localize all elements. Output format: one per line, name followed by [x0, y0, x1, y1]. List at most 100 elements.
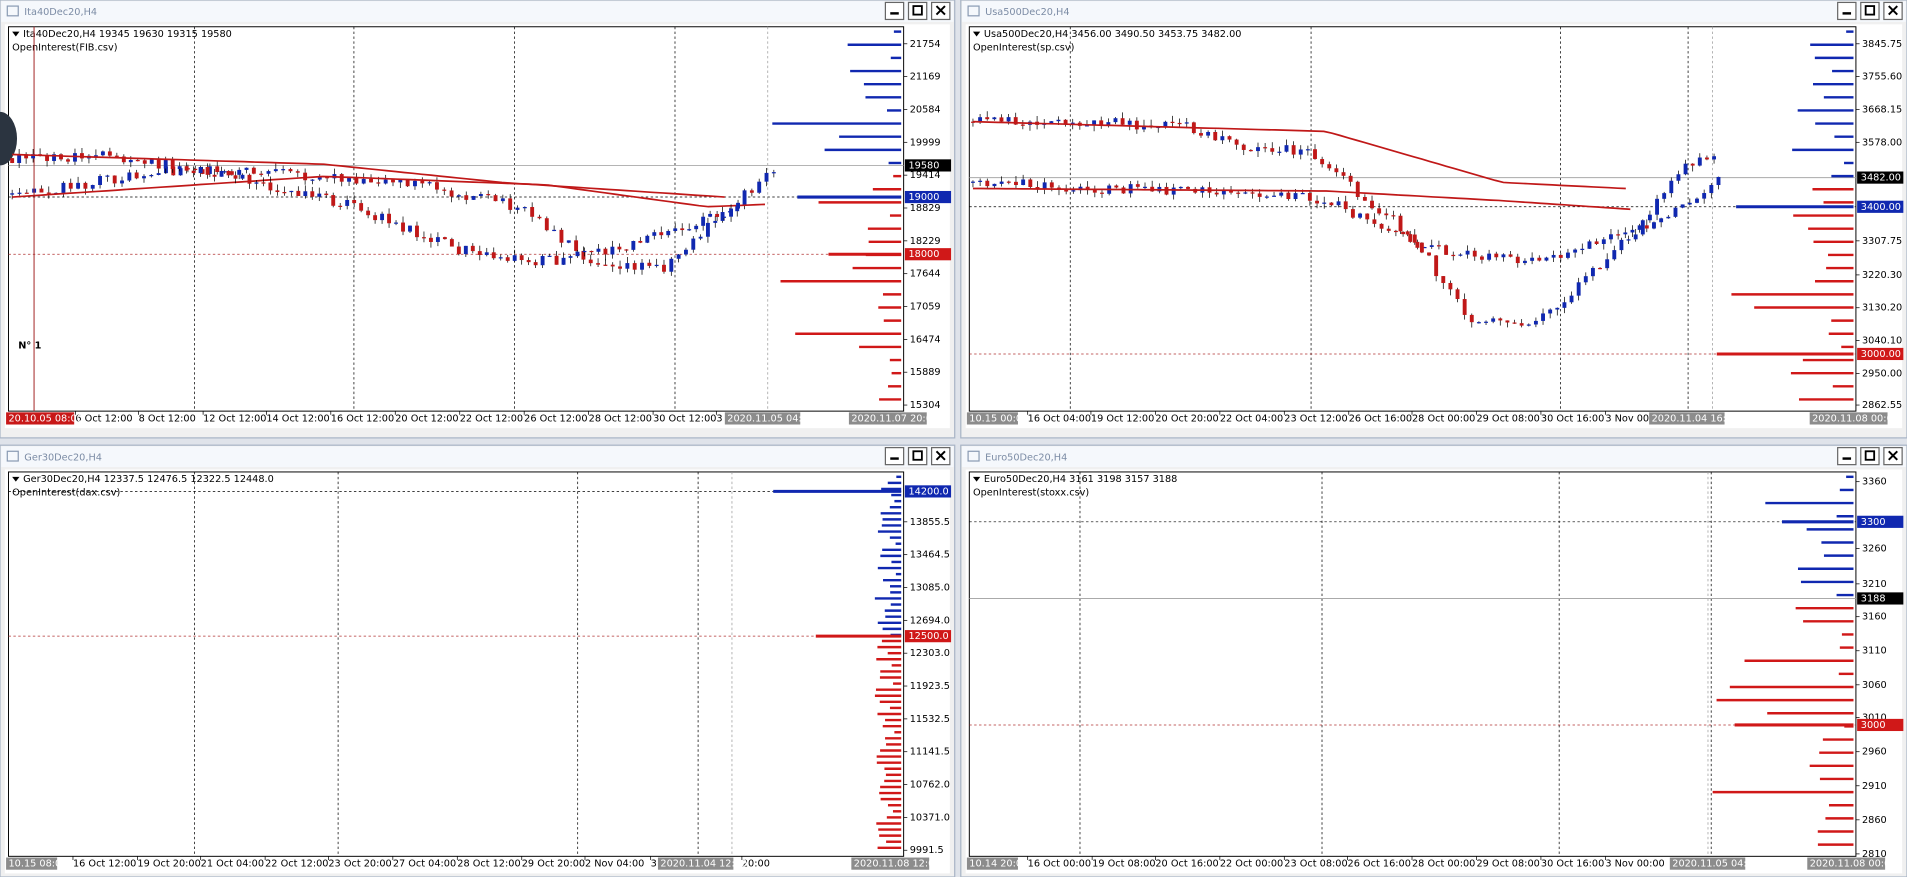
- candle-body: [1541, 313, 1545, 321]
- candle-body: [1127, 120, 1132, 125]
- candle-body: [992, 117, 997, 120]
- candle-body: [1035, 187, 1040, 189]
- candle-body: [420, 180, 425, 184]
- candle-body: [764, 172, 769, 182]
- candle-body: [266, 171, 271, 174]
- candle-body: [1221, 190, 1226, 195]
- candle-body: [142, 160, 147, 164]
- candle-body: [442, 237, 447, 240]
- close-icon: [1888, 5, 1898, 16]
- candle-body: [317, 193, 322, 197]
- blue-level: 3300: [1861, 517, 1886, 528]
- candle-body: [1248, 149, 1253, 152]
- candle-body: [1598, 267, 1602, 270]
- cursor-time-tag: [1649, 412, 1725, 425]
- candle-body: [415, 225, 419, 238]
- minimize-button[interactable]: [1837, 1, 1857, 21]
- candle-body: [1264, 196, 1269, 198]
- candle-body: [401, 222, 405, 232]
- red-level: 3000: [1861, 720, 1886, 731]
- time-label: 29 Oct 08:00: [1476, 859, 1539, 870]
- candle-body: [694, 225, 699, 230]
- candle-body: [1558, 254, 1563, 258]
- candle-body: [645, 235, 650, 243]
- price-label: 11532.5: [910, 714, 950, 725]
- candle-body: [237, 169, 242, 175]
- start-time: 10.14 20:00: [969, 859, 1028, 870]
- candle-body: [1293, 193, 1298, 200]
- moving-average: [12, 175, 766, 208]
- time-label: 3 Nov 00:: [1605, 413, 1652, 424]
- candle-body: [1609, 234, 1613, 240]
- time-label: 20 Oct 16:00: [1155, 859, 1218, 870]
- candle-body: [669, 258, 674, 272]
- candle-body: [61, 182, 66, 193]
- minimize-button[interactable]: [884, 447, 905, 466]
- time-label: 8 Oct 12:00: [139, 413, 196, 424]
- start-time-tag: [966, 857, 1018, 870]
- maximize-button[interactable]: [907, 447, 928, 466]
- candle-body: [493, 195, 498, 202]
- candle-body: [212, 174, 217, 177]
- candle-body: [296, 190, 301, 197]
- candle-body: [1177, 122, 1182, 125]
- candle-body: [742, 190, 747, 206]
- candle-body: [310, 179, 315, 181]
- time-label: 16 Oct 12:00: [331, 413, 394, 424]
- maximize-button[interactable]: [1860, 447, 1880, 466]
- price-label: 20584: [910, 104, 941, 115]
- time-label: 16 Oct 00:00: [1028, 859, 1091, 870]
- candle-body: [1270, 148, 1275, 152]
- candle-body: [1655, 198, 1660, 215]
- candle-body: [10, 193, 15, 195]
- maximize-button[interactable]: [1860, 1, 1880, 21]
- candle-body: [1590, 267, 1595, 277]
- time-label: 6 Oct 12:00: [75, 413, 132, 424]
- start-time: 20.10.05 08:00: [9, 413, 83, 424]
- price-label: 3360: [1862, 477, 1887, 488]
- candle-body: [470, 245, 475, 252]
- candle-body: [515, 207, 520, 210]
- candle-body: [1626, 239, 1631, 241]
- candle-body: [1612, 250, 1617, 260]
- candle-body: [1630, 229, 1635, 233]
- candle-body: [1522, 260, 1527, 264]
- candle-body: [398, 179, 403, 183]
- time-label: 19 Oct 08:00: [1092, 859, 1155, 870]
- candle-body: [477, 251, 482, 255]
- candle-body: [68, 182, 73, 189]
- end-time: 2020.11.08 12:00: [854, 859, 941, 870]
- candle-body: [1669, 180, 1674, 194]
- time-label: 26 Oct 16:00: [1348, 859, 1411, 870]
- candle-body: [749, 190, 754, 193]
- candle-body: [1405, 231, 1410, 235]
- candle-body: [729, 208, 734, 217]
- candle-body: [134, 172, 139, 179]
- price-label: 3845.75: [1862, 39, 1902, 50]
- candle-body: [684, 249, 688, 255]
- candle-body: [345, 199, 350, 206]
- time-label: 20:00: [742, 859, 770, 870]
- candle-body: [1100, 192, 1104, 194]
- red-level-tag: [904, 630, 952, 643]
- price-label: 11923.5: [910, 681, 950, 692]
- candle-body: [1436, 245, 1441, 247]
- price-label: 3010: [1862, 713, 1887, 724]
- candle-body: [1213, 131, 1218, 141]
- symbol-info: Usa500Dec20,H4 3456.00 3490.50 3453.75 3…: [984, 29, 1242, 40]
- candle-body: [486, 194, 491, 196]
- candle-body: [1300, 192, 1305, 195]
- candle-body: [1013, 117, 1018, 125]
- candle-body: [978, 117, 983, 122]
- candle-body: [1006, 117, 1011, 122]
- minimize-button[interactable]: [1837, 447, 1857, 466]
- minimize-button[interactable]: [884, 1, 905, 21]
- candle-body: [1702, 193, 1707, 199]
- candle-body: [1370, 200, 1374, 209]
- maximize-button[interactable]: [907, 1, 928, 21]
- close-icon: [935, 450, 946, 461]
- candle-body: [100, 151, 105, 156]
- candle-body: [1350, 209, 1355, 218]
- candle-body: [512, 255, 517, 261]
- time-label: 3: [716, 413, 722, 424]
